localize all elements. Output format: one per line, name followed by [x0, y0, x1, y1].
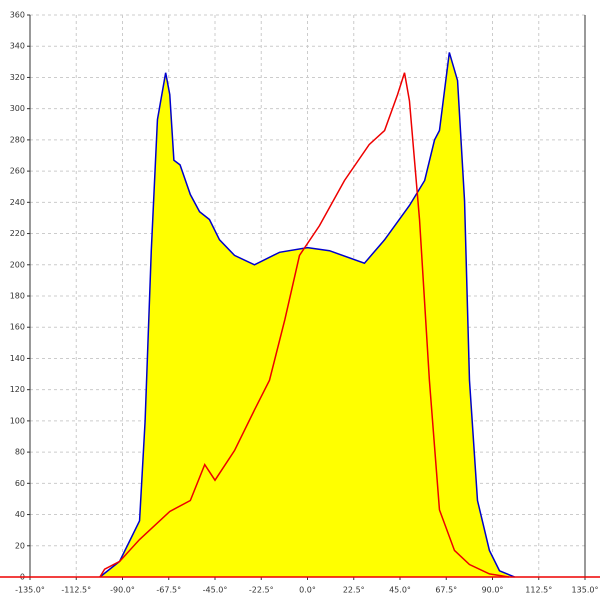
- y-tick-label: 120: [10, 385, 25, 394]
- y-tick-label: 220: [10, 229, 25, 238]
- y-tick-label: 240: [10, 198, 25, 207]
- x-tick-label: -45.0°: [203, 586, 228, 595]
- x-tick-label: 22.5°: [343, 586, 365, 595]
- y-tick-label: 140: [10, 354, 25, 363]
- x-tick-label: 135.0°: [572, 586, 599, 595]
- x-tick-label: 0.0°: [299, 586, 316, 595]
- x-tick-label: -90.0°: [110, 586, 135, 595]
- y-tick-label: 200: [10, 260, 25, 269]
- area: [99, 52, 515, 577]
- line: [99, 72, 510, 578]
- x-tick-label: -112.5°: [61, 586, 91, 595]
- x-tick-label: -22.5°: [249, 586, 274, 595]
- x-tick-label: -67.5°: [156, 586, 181, 595]
- y-tick-label: 100: [10, 416, 25, 425]
- y-tick-label: 280: [10, 135, 25, 144]
- x-tick-label: 90.0°: [482, 586, 504, 595]
- line: [99, 52, 515, 578]
- x-tick-label: -135.0°: [15, 586, 45, 595]
- y-tick-label: 300: [10, 104, 25, 113]
- x-tick-label: 45.0°: [389, 586, 411, 595]
- y-tick-label: 20: [15, 541, 25, 550]
- y-tick-label: 60: [15, 479, 25, 488]
- y-tick-label: 360: [10, 11, 25, 20]
- y-tick-label: 260: [10, 167, 25, 176]
- y-tick-label: 80: [15, 448, 25, 457]
- y-tick-label: 40: [15, 510, 25, 519]
- y-tick-label: 180: [10, 292, 25, 301]
- x-tick-label: 67.5°: [435, 586, 457, 595]
- x-tick-label: 112.5°: [525, 586, 552, 595]
- y-tick-label: 320: [10, 73, 25, 82]
- y-tick-label: 160: [10, 323, 25, 332]
- y-tick-label: 340: [10, 42, 25, 51]
